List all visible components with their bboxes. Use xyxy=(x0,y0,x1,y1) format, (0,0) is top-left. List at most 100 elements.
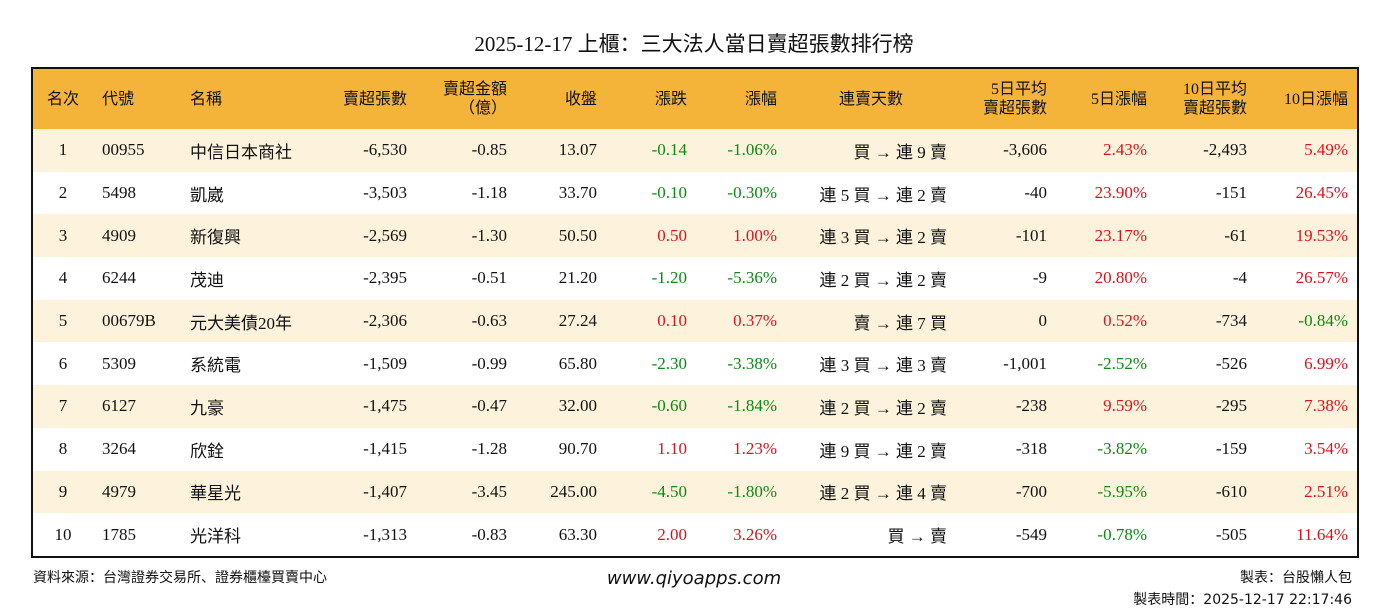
table-cell: 90.70 xyxy=(558,439,597,459)
table-cell: 凱崴 xyxy=(190,185,224,205)
table-cell: 20.80% xyxy=(1094,268,1147,288)
table-cell: 7.38% xyxy=(1256,385,1358,428)
table-body: 1 00955 中信日本商社 -6,530 -0.85 13.07 -0.14 -1.06% 買… xyxy=(32,129,1358,557)
table-cell: -4 xyxy=(1232,268,1247,288)
table-cell: 中信日本商社 xyxy=(181,129,311,172)
table-cell: 買 → 賣 xyxy=(887,527,948,547)
table-cell: -40 xyxy=(1024,183,1047,203)
table-cell: 連 3 買 → 連 2 賣 xyxy=(786,214,956,258)
table-cell: 光洋科 xyxy=(190,527,241,547)
table-cell: 九豪 xyxy=(181,385,311,428)
table-cell: -0.14 xyxy=(606,129,696,172)
table-cell: -6,530 xyxy=(311,129,416,172)
table-cell: -318 xyxy=(1015,439,1047,459)
table-cell: 華星光 xyxy=(181,470,311,514)
table-cell: 2 xyxy=(58,183,68,203)
table-cell: -0.51 xyxy=(471,268,507,288)
table-cell: 茂迪 xyxy=(190,270,224,290)
table-cell: -151 xyxy=(1215,183,1247,203)
table-cell: 00955 xyxy=(93,129,181,172)
table-row: 5 00679B 元大美債20年 -2,306 -0.63 27.24 0.10 0.37% 賣… xyxy=(32,299,1358,343)
table-cell: -0.84% xyxy=(1256,299,1358,343)
table-cell: 63.30 xyxy=(558,524,597,544)
header-row: 名次 代號 名稱 賣超張數 賣超金額 （億） 收盤 漲跌 漲幅 連賣天數 5日平均 賣超張數 5日漲… xyxy=(32,68,1358,129)
column-header: 漲幅 xyxy=(696,68,786,129)
table-cell: -1.30 xyxy=(416,214,516,258)
table-cell: 0.50 xyxy=(606,214,696,258)
table-cell: 26.57% xyxy=(1295,268,1348,288)
table-cell: 0.37% xyxy=(696,299,786,343)
table-cell: -2.30 xyxy=(651,353,687,373)
table-row: 2 5498 凱崴 -3,503 -1.18 33.70 -0.10 -0.30% 連 5 買 … xyxy=(32,172,1358,215)
maker: 製表：台股懶人包 xyxy=(1240,570,1352,586)
table-cell: 0 xyxy=(956,299,1056,343)
column-header: 代號 xyxy=(93,68,181,129)
table-cell: 11.64% xyxy=(1296,524,1348,544)
table-cell: 連 2 買 → 連 4 賣 xyxy=(786,470,956,514)
table-cell: 0.10 xyxy=(606,299,696,343)
table-cell: 新復興 xyxy=(181,214,311,258)
table-cell: 21.20 xyxy=(558,268,597,288)
table-cell: -3.82% xyxy=(1097,439,1147,459)
table-cell: -0.60 xyxy=(606,385,696,428)
table-cell: 連 2 買 → 連 2 賣 xyxy=(819,270,948,290)
table-cell: 1.10 xyxy=(657,439,687,459)
table-cell: 1 xyxy=(32,129,93,172)
table-cell: 00679B xyxy=(93,299,181,343)
table-cell: -1.06% xyxy=(696,129,786,172)
column-header: 名稱 xyxy=(181,68,311,129)
table-cell: -526 xyxy=(1215,353,1247,373)
table-cell: 3.26% xyxy=(733,524,777,544)
table-cell: 1.00% xyxy=(696,214,786,258)
table-cell: -2.52% xyxy=(1097,353,1147,373)
time: 製表時間：2025-12-17 22:17:46 xyxy=(1133,592,1352,608)
table-cell: 8 xyxy=(58,439,68,459)
table-cell: 27.24 xyxy=(516,299,606,343)
column-header: 10日平均 賣超張數 xyxy=(1156,68,1256,129)
table-cell: -1,313 xyxy=(363,524,407,544)
table-cell: -101 xyxy=(956,214,1056,258)
table-cell: 6.99% xyxy=(1304,353,1348,373)
table-cell: 245.00 xyxy=(516,470,606,514)
table-cell: -4.50 xyxy=(606,470,696,514)
table-cell: -3,606 xyxy=(956,129,1056,172)
table-cell: -1.28 xyxy=(471,439,507,459)
table-cell: 33.70 xyxy=(558,183,597,203)
table-cell: 連 5 買 → 連 2 賣 xyxy=(819,185,948,205)
table-cell: 4 xyxy=(58,268,68,288)
table-cell: 買 → 連 9 賣 xyxy=(786,129,956,172)
table-cell: 23.90% xyxy=(1094,183,1147,203)
table-cell: -1,475 xyxy=(311,385,416,428)
title: 2025-12-17 上櫃：三大法人當日賣超張數排行榜 xyxy=(474,32,914,56)
table-cell: -1,001 xyxy=(1003,353,1047,373)
table-cell: -3,503 xyxy=(363,183,407,203)
table-cell: 0.52% xyxy=(1056,299,1156,343)
table-row: 4 6244 茂迪 -2,395 -0.51 21.20 -1.20 -5.36% 連 2 買 … xyxy=(32,257,1358,300)
table-cell: -0.10 xyxy=(651,183,687,203)
table-cell: -238 xyxy=(956,385,1056,428)
table-cell: 連 3 買 → 連 3 賣 xyxy=(819,356,948,376)
table-cell: -5.95% xyxy=(1056,470,1156,514)
table-cell: -159 xyxy=(1215,439,1247,459)
table-cell: -1.20 xyxy=(651,268,687,288)
table-cell: -2,395 xyxy=(363,268,407,288)
table-cell: 欣銓 xyxy=(190,441,224,461)
table-cell: 23.17% xyxy=(1056,214,1156,258)
table-cell: -1.18 xyxy=(471,183,507,203)
column-header: 賣超張數 xyxy=(311,68,416,129)
table-row: 6 5309 系統電 -1,509 -0.99 65.80 -2.30 -3.38% 連 3 買… xyxy=(32,342,1358,385)
table-cell: -5.36% xyxy=(727,268,777,288)
table-cell: 系統電 xyxy=(190,356,241,376)
table-cell: 連 2 買 → 連 2 賣 xyxy=(786,385,956,428)
table-cell: 10 xyxy=(54,524,72,544)
table-cell: 2.00 xyxy=(657,524,687,544)
table-cell: 32.00 xyxy=(516,385,606,428)
table-cell: -700 xyxy=(956,470,1056,514)
table-cell: -0.99 xyxy=(471,353,507,373)
table-cell: -3.45 xyxy=(416,470,516,514)
column-header: 連賣天數 xyxy=(786,68,956,129)
site: www.qiyoapps.com xyxy=(606,568,782,589)
column-header: 5日平均 賣超張數 xyxy=(956,68,1056,129)
table-cell: -0.83 xyxy=(471,524,507,544)
